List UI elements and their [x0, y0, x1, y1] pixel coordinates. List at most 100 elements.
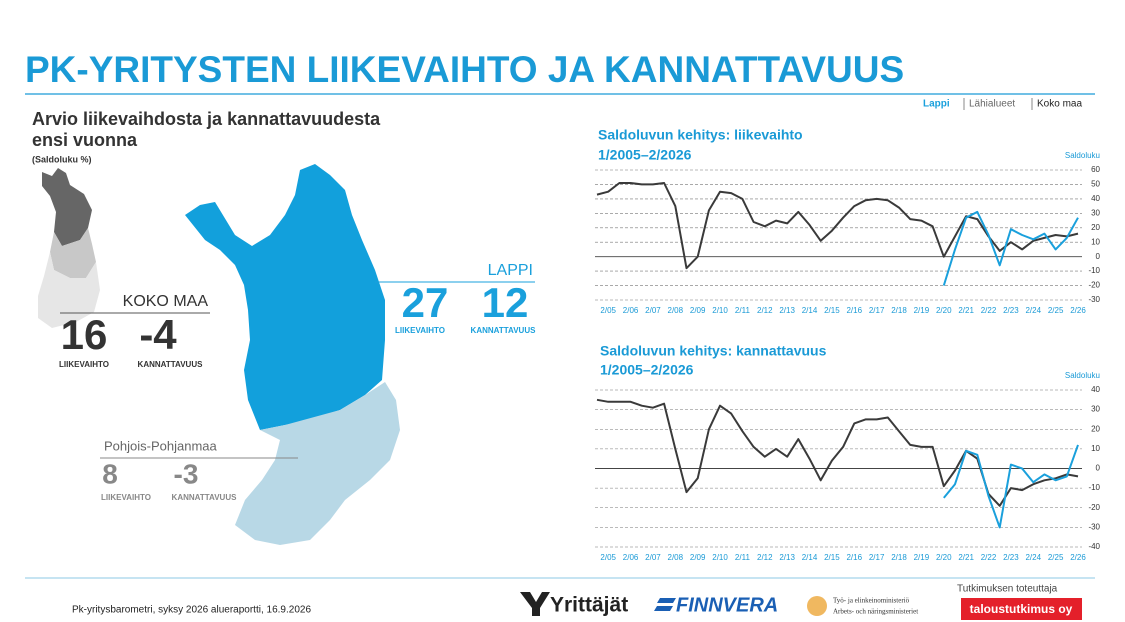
y-tick-label: 50	[1091, 180, 1100, 189]
x-tick-label: 2/23	[1003, 306, 1019, 315]
x-tick-label: 2/26	[1070, 306, 1086, 315]
y-tick-label: -30	[1088, 522, 1100, 531]
series-line	[943, 444, 1079, 529]
x-tick-label: 2/15	[824, 306, 840, 315]
region-label: LIIKEVAIHTO	[101, 493, 151, 502]
x-tick-label: 2/08	[668, 553, 684, 562]
mini-map-near	[50, 228, 96, 278]
map-pohjois-pohjanmaa	[235, 382, 400, 545]
region-value: 27	[402, 279, 449, 326]
x-tick-label: 2/15	[824, 553, 840, 562]
y-tick-label: 0	[1096, 464, 1101, 473]
x-tick-label: 2/24	[1025, 553, 1041, 562]
series-line	[596, 398, 1079, 507]
x-tick-label: 2/22	[981, 306, 997, 315]
region-label: LIIKEVAIHTO	[395, 326, 445, 335]
legend-lappi: Lappi	[923, 99, 950, 110]
x-tick-label: 2/21	[958, 306, 974, 315]
x-tick-label: 2/12	[757, 306, 773, 315]
region-value: 16	[61, 311, 108, 358]
x-tick-label: 2/05	[600, 553, 616, 562]
x-tick-label: 2/26	[1070, 553, 1086, 562]
x-tick-label: 2/06	[623, 306, 639, 315]
y-tick-label: -30	[1088, 295, 1100, 304]
x-tick-label: 2/05	[600, 306, 616, 315]
x-tick-label: 2/07	[645, 306, 661, 315]
page-title: PK-YRITYSTEN LIIKEVAIHTO JA KANNATTAVUUS	[25, 49, 904, 90]
x-tick-label: 2/08	[668, 306, 684, 315]
logo-yrittajat: Yrittäjät	[550, 594, 628, 617]
x-tick-label: 2/17	[869, 553, 885, 562]
y-tick-label: 10	[1091, 444, 1100, 453]
x-tick-label: 2/13	[779, 553, 795, 562]
region-value: 8	[102, 458, 118, 489]
region-name: LAPPI	[488, 262, 533, 279]
mini-map-lappi	[42, 168, 92, 246]
y-tick-label: -10	[1088, 266, 1100, 275]
x-tick-label: 2/25	[1048, 306, 1064, 315]
mini-map	[38, 168, 100, 328]
chart-subtitle: 1/2005–2/2026	[600, 362, 694, 378]
region-value: -4	[139, 311, 177, 358]
y-tick-label: -20	[1088, 503, 1100, 512]
region-name: KOKO MAA	[123, 293, 209, 310]
series-line	[596, 182, 1079, 270]
x-tick-label: 2/09	[690, 553, 706, 562]
logo-mark	[807, 596, 827, 616]
charts: Saldoluvun kehitys: liikevaihto 1/2005–2/…	[595, 127, 1101, 562]
y-tick-label: 20	[1091, 424, 1100, 433]
chart-title: Saldoluvun kehitys: kannattavuus	[600, 343, 827, 359]
x-tick-label: 2/06	[623, 553, 639, 562]
y-tick-label: 30	[1091, 405, 1100, 414]
legend-lahialueet: Lähialueet	[969, 99, 1015, 110]
legend-koko-maa: Koko maa	[1037, 99, 1082, 110]
x-tick-label: 2/09	[690, 306, 706, 315]
mini-map-rest	[38, 252, 100, 328]
x-tick-label: 2/17	[869, 306, 885, 315]
provider-label: Tutkimuksen toteuttaja	[957, 584, 1058, 595]
y-tick-label: -20	[1088, 281, 1100, 290]
x-tick-label: 2/14	[802, 553, 818, 562]
x-tick-label: 2/07	[645, 553, 661, 562]
y-tick-label: -10	[1088, 483, 1100, 492]
x-tick-label: 2/18	[891, 553, 907, 562]
logo-finnvera: FINNVERA	[676, 594, 778, 616]
chart-subtitle: 1/2005–2/2026	[598, 147, 692, 163]
provider-badge	[961, 598, 1082, 620]
x-tick-label: 2/16	[846, 306, 862, 315]
region-name: Pohjois-Pohjanmaa	[104, 438, 218, 453]
x-tick-label: 2/24	[1025, 306, 1041, 315]
region-label: LIIKEVAIHTO	[59, 360, 109, 369]
x-tick-label: 2/20	[936, 553, 952, 562]
x-tick-label: 2/22	[981, 553, 997, 562]
x-tick-label: 2/23	[1003, 553, 1019, 562]
x-tick-label: 2/16	[846, 553, 862, 562]
map-lappi	[185, 164, 385, 430]
logo-mark	[654, 598, 676, 611]
x-tick-label: 2/20	[936, 306, 952, 315]
x-tick-label: 2/11	[735, 553, 751, 562]
y-tick-label: 20	[1091, 223, 1100, 232]
region-label: KANNATTAVUUS	[138, 360, 204, 369]
x-tick-label: 2/13	[779, 306, 795, 315]
x-tick-label: 2/10	[712, 306, 728, 315]
y-tick-label: 40	[1091, 194, 1100, 203]
x-tick-label: 2/25	[1048, 553, 1064, 562]
footer-source: Pk-yritysbarometri, syksy 2026 aluerapor…	[72, 605, 311, 616]
x-tick-label: 2/14	[802, 306, 818, 315]
y-tick-label: 40	[1091, 385, 1100, 394]
provider-name: taloustutkimus oy	[970, 602, 1073, 616]
x-tick-label: 2/18	[891, 306, 907, 315]
logo-mark	[520, 592, 550, 616]
logo-tem: Arbets- och näringsministeriet	[833, 608, 918, 616]
region-map	[185, 164, 400, 545]
x-tick-label: 2/11	[735, 306, 751, 315]
left-title: ensi vuonna	[32, 130, 138, 150]
region-value: -3	[174, 458, 199, 489]
chart-title: Saldoluvun kehitys: liikevaihto	[598, 127, 803, 143]
series-line	[942, 210, 1079, 286]
x-tick-label: 2/10	[712, 553, 728, 562]
y-tick-label: 10	[1091, 237, 1100, 246]
